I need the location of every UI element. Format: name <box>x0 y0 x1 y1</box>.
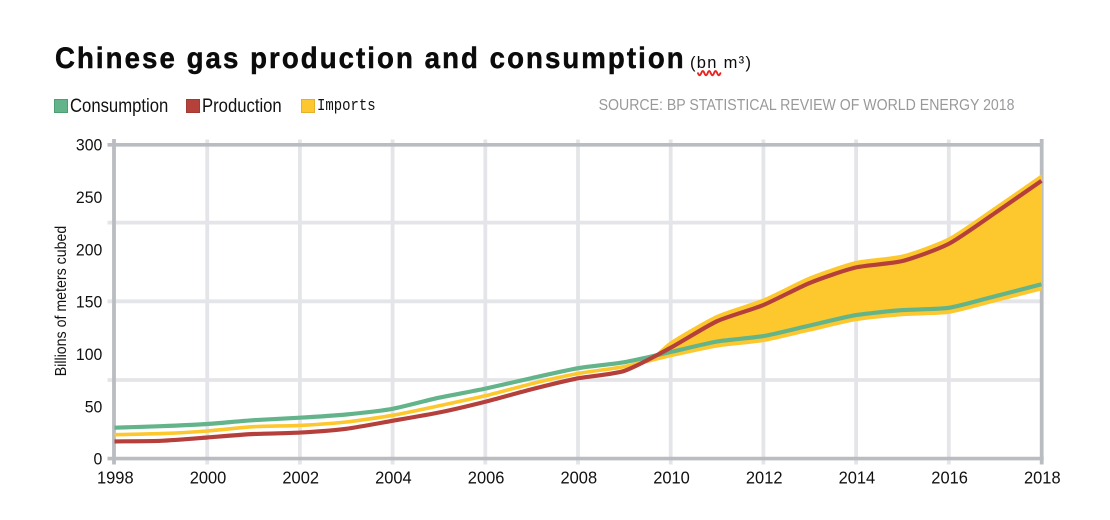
svg-text:2012: 2012 <box>746 468 783 488</box>
svg-text:2000: 2000 <box>190 468 227 488</box>
svg-text:1998: 1998 <box>97 468 134 488</box>
svg-text:2010: 2010 <box>653 468 690 488</box>
svg-text:250: 250 <box>76 188 102 207</box>
svg-text:0: 0 <box>94 450 103 469</box>
svg-text:2016: 2016 <box>931 468 968 488</box>
svg-text:300: 300 <box>76 136 102 155</box>
svg-text:2014: 2014 <box>839 468 876 488</box>
svg-text:200: 200 <box>76 240 102 259</box>
svg-text:2018: 2018 <box>1024 468 1061 488</box>
svg-text:50: 50 <box>85 397 103 416</box>
svg-text:2002: 2002 <box>282 468 319 488</box>
svg-text:2006: 2006 <box>468 468 505 488</box>
svg-text:100: 100 <box>76 345 102 364</box>
svg-text:150: 150 <box>76 293 102 312</box>
svg-text:Billions of meters cubed: Billions of meters cubed <box>53 226 70 377</box>
svg-text:2004: 2004 <box>375 468 412 488</box>
svg-text:2008: 2008 <box>561 468 598 488</box>
